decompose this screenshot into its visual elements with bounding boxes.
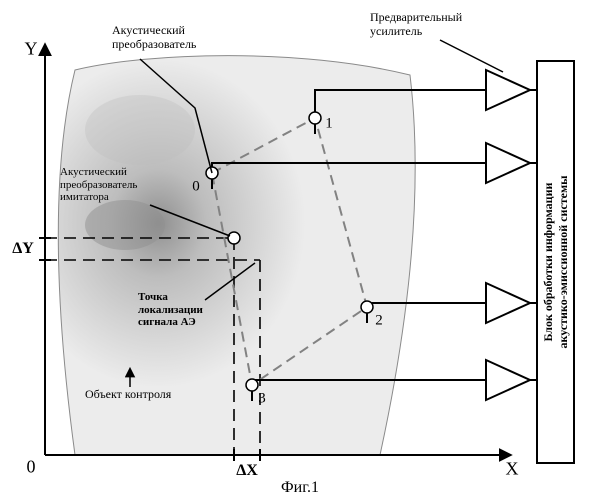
sensor-node <box>309 112 321 124</box>
preamp-icon <box>486 143 530 183</box>
text-label: Точка локализации сигнала АЭ <box>138 291 203 329</box>
text-label: Акустический преобразователь имитатора <box>60 166 137 204</box>
text-label: Акустический преобразователь <box>112 24 196 52</box>
sensor-node <box>246 379 258 391</box>
preamp-icon <box>486 360 530 400</box>
text-label: 0 <box>192 178 200 195</box>
preamp-icon <box>486 283 530 323</box>
preamp-icon <box>486 70 530 110</box>
text-label: X <box>506 459 519 480</box>
processor-block: Блок обработки информации акустико-эмисс… <box>536 60 575 464</box>
text-label: Фиг.1 <box>281 479 319 497</box>
text-label: ΔX <box>236 462 258 480</box>
text-label: Y <box>25 39 38 60</box>
text-label: 3 <box>258 390 266 407</box>
text-label: Объект контроля <box>85 388 171 402</box>
text-label: ΔY <box>12 240 34 258</box>
processor-label: Блок обработки информации акустико-эмисс… <box>541 175 571 348</box>
text-label: 1 <box>325 115 333 132</box>
imitator-node <box>228 232 240 244</box>
text-label: Предварительный усилитель <box>370 11 462 39</box>
diagram-svg <box>0 0 600 500</box>
text-label: 0 <box>27 457 36 478</box>
text-label: 2 <box>375 312 383 329</box>
sensor-node <box>361 301 373 313</box>
